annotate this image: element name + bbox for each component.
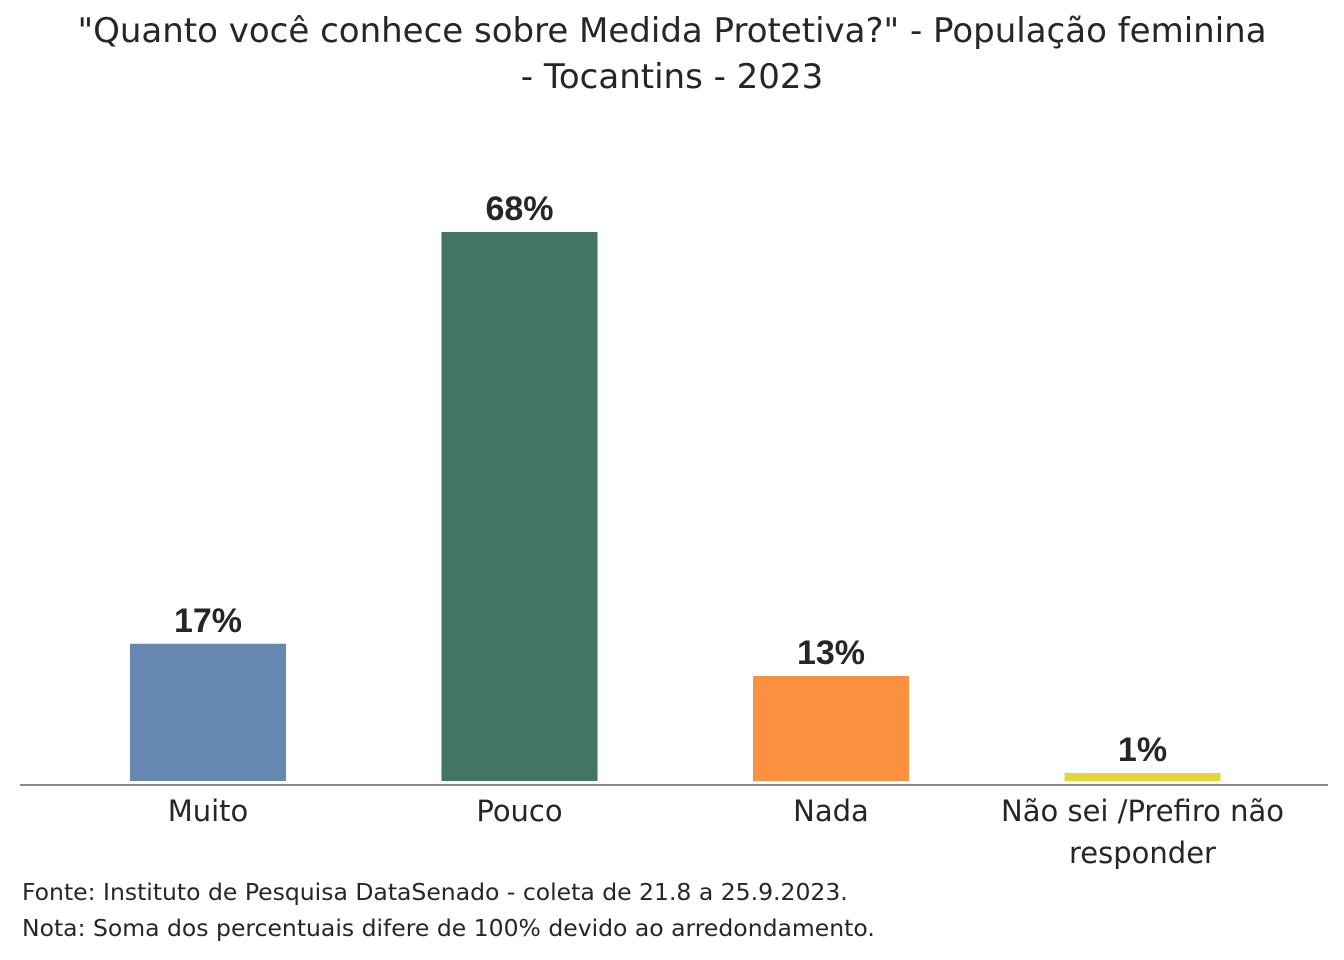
- bar-1: [130, 643, 286, 781]
- data-label-2: 68%: [485, 190, 553, 228]
- category-label-3: Nada: [793, 794, 869, 828]
- category-label-2: Pouco: [476, 794, 563, 828]
- category-label-4: Não sei /Prefiro não responder: [1001, 794, 1284, 870]
- rounding-note: Nota: Soma dos percentuais difere de 100…: [22, 914, 875, 942]
- source-note: Fonte: Instituto de Pesquisa DataSenado …: [22, 878, 848, 906]
- bar-4: [1064, 772, 1221, 781]
- data-label-3: 13%: [797, 634, 865, 672]
- bars-layer: [130, 232, 1221, 781]
- data-label-1: 17%: [174, 602, 242, 640]
- data-labels-layer: 17% 68% 13% 1%: [174, 190, 1167, 769]
- chart-footer: Fonte: Instituto de Pesquisa DataSenado …: [22, 874, 875, 946]
- bar-3: [753, 676, 909, 781]
- category-label-1: Muito: [167, 794, 249, 828]
- chart-title: "Quanto você conhece sobre Medida Protet…: [77, 11, 1267, 97]
- data-label-4: 1%: [1118, 731, 1167, 769]
- bar-2: [441, 232, 598, 781]
